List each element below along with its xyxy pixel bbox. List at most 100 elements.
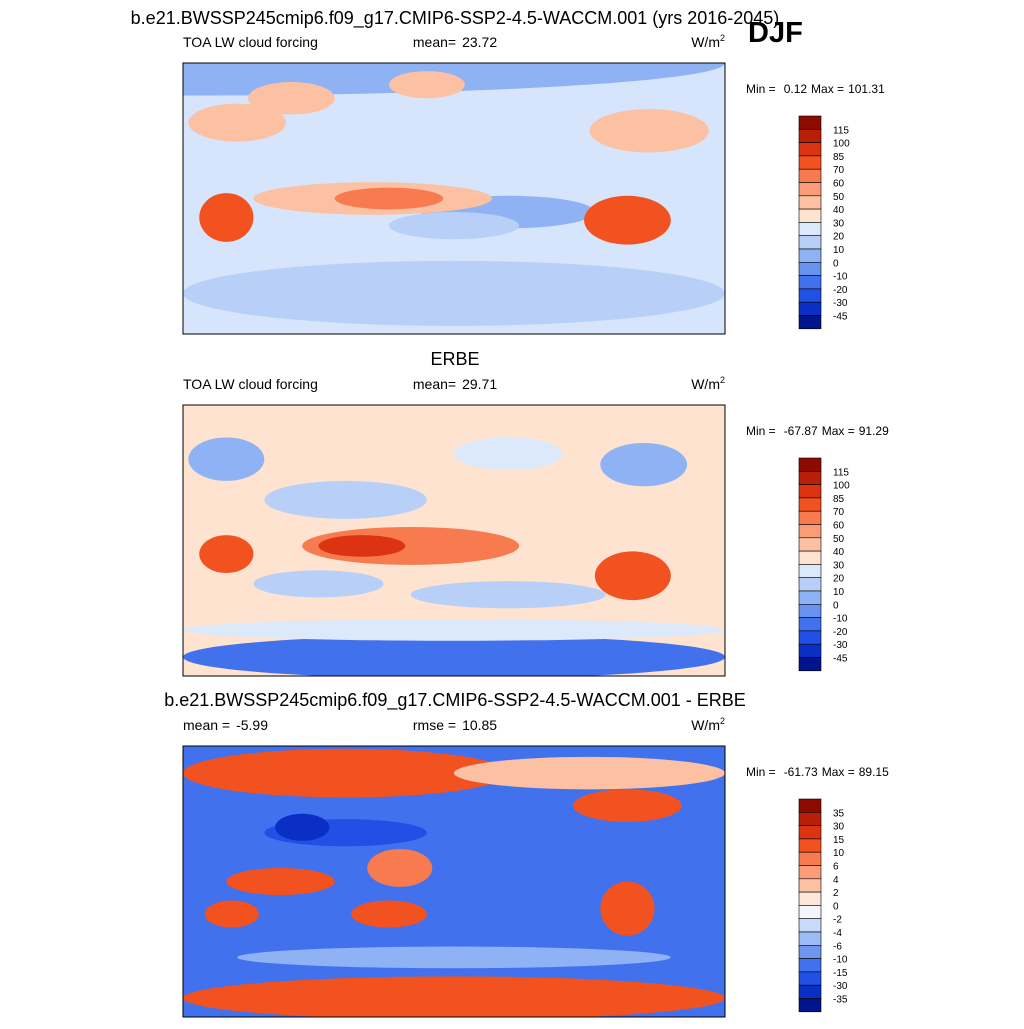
min-name: Min = bbox=[746, 765, 776, 779]
colorbar-box bbox=[798, 905, 822, 920]
stat-label: mean = -5.99 bbox=[183, 717, 268, 733]
min-value: 0.12 bbox=[784, 82, 808, 96]
colorbar-label: 85 bbox=[833, 494, 845, 505]
colorbar-box bbox=[798, 958, 822, 973]
colorbar-label: 40 bbox=[833, 547, 845, 558]
colorbar-box bbox=[798, 510, 822, 525]
units-sup: 2 bbox=[720, 375, 725, 385]
map-contour bbox=[226, 867, 335, 896]
colorbar-box bbox=[798, 129, 822, 143]
map-contour bbox=[334, 187, 444, 210]
colorbar-box bbox=[798, 971, 822, 986]
colorbar-box bbox=[798, 195, 822, 210]
colorbar-label: 15 bbox=[833, 835, 845, 846]
max-name: Max = bbox=[811, 82, 844, 96]
colorbar-label: 20 bbox=[833, 574, 845, 585]
colorbar-label: 50 bbox=[833, 192, 845, 203]
panel-title: ERBE bbox=[430, 349, 479, 369]
colorbar-box bbox=[798, 550, 822, 565]
max-name: Max = bbox=[822, 424, 855, 438]
colorbar-label: 30 bbox=[833, 218, 845, 229]
stat-label: mean= 23.72 bbox=[413, 34, 497, 50]
map-contour bbox=[188, 103, 286, 142]
colorbar-box bbox=[798, 617, 822, 632]
panel-left-label: TOA LW cloud forcing bbox=[183, 34, 318, 50]
colorbar-box bbox=[798, 998, 822, 1013]
figure-title: b.e21.BWSSP245cmip6.f09_g17.CMIP6-SSP2-4… bbox=[131, 8, 780, 29]
colorbar-label: 85 bbox=[833, 152, 845, 163]
colorbar-box bbox=[798, 315, 822, 330]
colorbar-label: 10 bbox=[833, 848, 845, 859]
colorbar-label: -30 bbox=[833, 981, 848, 992]
map-contour bbox=[584, 195, 671, 245]
colorbar-label: 100 bbox=[833, 481, 850, 492]
colorbar-box bbox=[798, 878, 822, 893]
colorbar-box bbox=[798, 155, 822, 170]
stat-name: mean = bbox=[183, 717, 230, 733]
max-value: 101.31 bbox=[848, 82, 885, 96]
stat-name: mean= bbox=[413, 376, 456, 392]
colorbar-box bbox=[798, 142, 822, 157]
panel-left-label: TOA LW cloud forcing bbox=[183, 376, 318, 392]
map-contour bbox=[183, 619, 725, 641]
map-contour bbox=[264, 480, 427, 519]
colorbar-label: 115 bbox=[833, 125, 849, 136]
map-contour bbox=[183, 748, 509, 798]
max-value: 89.15 bbox=[859, 765, 889, 779]
map-contour bbox=[275, 813, 330, 841]
map-contour bbox=[388, 71, 465, 99]
colorbar-box bbox=[798, 288, 822, 303]
max-name: Max = bbox=[822, 765, 855, 779]
map-contour bbox=[594, 551, 671, 601]
map-contour bbox=[388, 212, 520, 240]
colorbar-label: 70 bbox=[833, 165, 845, 176]
colorbar-label: 0 bbox=[833, 901, 839, 912]
units-base: W/m bbox=[691, 717, 720, 733]
units-sup: 2 bbox=[720, 33, 725, 43]
colorbar-box bbox=[798, 918, 822, 933]
colorbar-box bbox=[798, 643, 822, 658]
min-value: -61.73 bbox=[784, 765, 818, 779]
colorbar-box bbox=[798, 115, 822, 130]
colorbar-label: 115 bbox=[833, 467, 849, 478]
colorbar-label: 60 bbox=[833, 521, 845, 532]
map-contour bbox=[199, 193, 254, 242]
colorbar-label: 50 bbox=[833, 534, 845, 545]
colorbar-label: 10 bbox=[833, 245, 845, 256]
colorbar-label: 100 bbox=[833, 139, 850, 150]
colorbar-label: -2 bbox=[833, 915, 842, 926]
max-value: 91.29 bbox=[859, 424, 889, 438]
map-frame bbox=[182, 745, 726, 1018]
min-max-label: Min = 0.12 Max = 101.31 bbox=[746, 82, 885, 96]
colorbar-box bbox=[798, 470, 822, 485]
map-contour bbox=[188, 437, 265, 481]
map-contour bbox=[351, 900, 427, 928]
colorbar-label: 0 bbox=[833, 600, 839, 611]
colorbar-label: 30 bbox=[833, 560, 845, 571]
colorbar-box bbox=[798, 182, 822, 197]
colorbar-box bbox=[798, 630, 822, 645]
map-contour bbox=[199, 535, 254, 574]
colorbar-label: 60 bbox=[833, 179, 845, 190]
map bbox=[183, 405, 725, 676]
stat-name: rmse = bbox=[413, 717, 456, 733]
colorbar-box bbox=[798, 168, 822, 183]
units-base: W/m bbox=[691, 376, 720, 392]
panel-title: b.e21.BWSSP245cmip6.f09_g17.CMIP6-SSP2-4… bbox=[164, 690, 746, 711]
colorbar-box bbox=[798, 851, 822, 866]
colorbar-label: -10 bbox=[833, 272, 848, 283]
stat-label: rmse = 10.85 bbox=[413, 717, 497, 733]
colorbar-box bbox=[798, 484, 822, 499]
stat-value: 10.85 bbox=[462, 717, 497, 733]
colorbar-box bbox=[798, 657, 822, 672]
colorbar-box bbox=[798, 931, 822, 946]
colorbar-label: -45 bbox=[833, 312, 848, 323]
colorbar-box bbox=[798, 811, 822, 826]
stat-label: mean= 29.71 bbox=[413, 376, 497, 392]
colorbar-label: -35 bbox=[833, 995, 848, 1006]
stat-value: 29.71 bbox=[462, 376, 497, 392]
units-label: W/m2 bbox=[691, 33, 725, 50]
colorbar-box bbox=[798, 865, 822, 880]
min-max-label: Min = -67.87 Max = 91.29 bbox=[746, 424, 889, 438]
